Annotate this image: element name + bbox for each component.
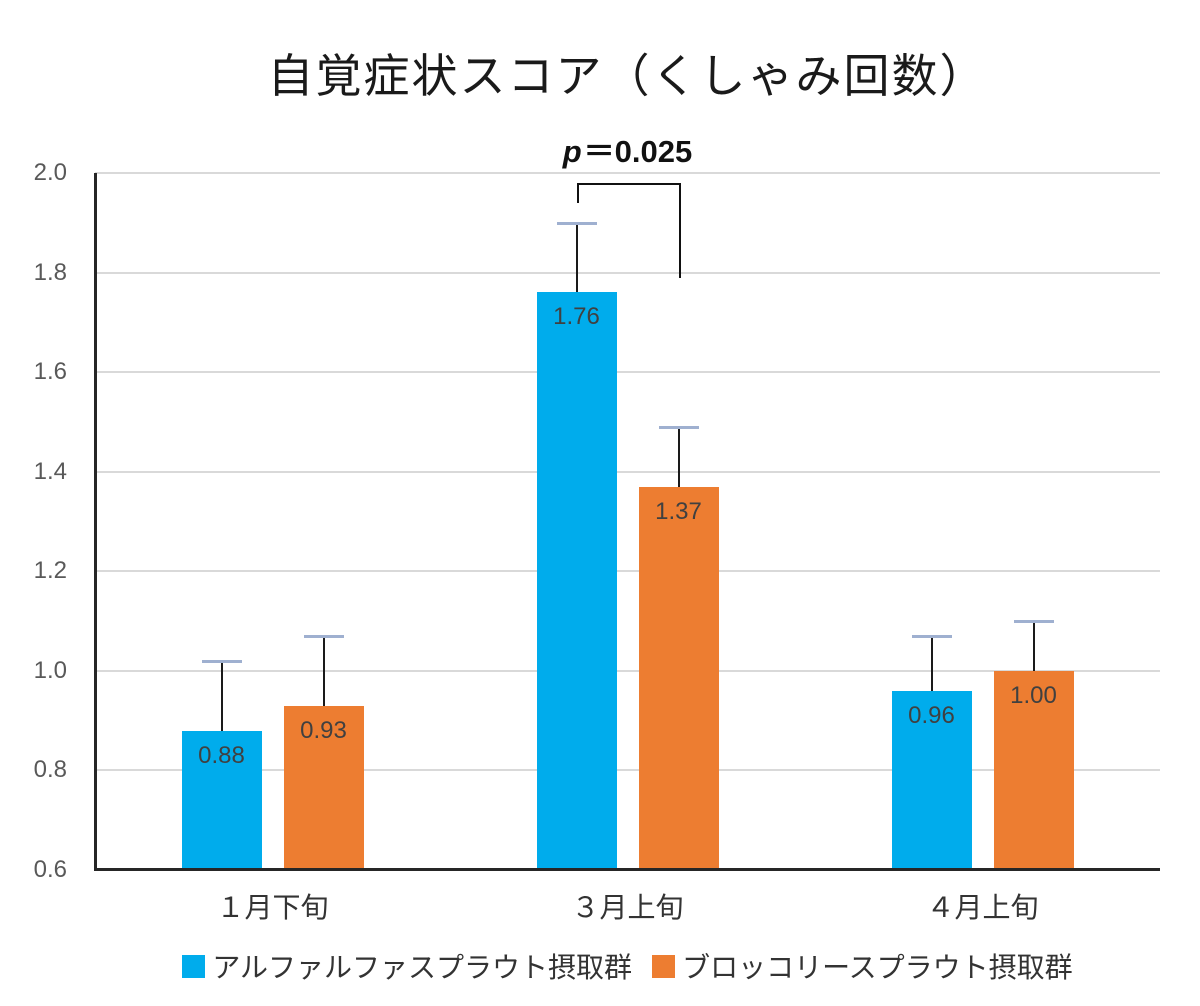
chart-title: 自覚症状スコア（くしゃみ回数） <box>267 50 988 102</box>
p-value-text: ＝0.025 <box>583 134 693 169</box>
y-axis-line <box>94 173 97 870</box>
bar-alfalfa-2 <box>536 292 617 870</box>
x-tick-label: ３月上旬 <box>571 892 684 923</box>
bar-alfalfa-1 <box>181 730 262 870</box>
p-value-annotation: p＝0.025 <box>95 126 1160 171</box>
gridline <box>95 570 1160 573</box>
error-bar-cap <box>201 659 242 663</box>
gridline <box>95 769 1160 772</box>
bar-value-label: 1.00 <box>1010 681 1057 709</box>
error-bar-whisker <box>930 636 933 691</box>
y-tick-label: 1.8 <box>33 258 67 286</box>
legend: アルファルファスプラウト摂取群 ブロッコリースプラウト摂取群 <box>95 946 1160 986</box>
gridline <box>95 172 1160 174</box>
significance-bracket-right-leg <box>678 182 681 278</box>
error-bar-whisker <box>575 222 578 293</box>
bar-value-label: 0.96 <box>908 701 955 729</box>
legend-item-broccoli: ブロッコリースプラウト摂取群 <box>652 946 1073 986</box>
gridline <box>95 669 1160 672</box>
bar-broccoli-2 <box>638 486 719 870</box>
bar-value-label: 1.76 <box>553 303 600 331</box>
bar-value-label: 0.88 <box>198 741 245 769</box>
error-bar-whisker <box>1032 621 1035 671</box>
error-bar-cap <box>1013 620 1054 624</box>
gridline <box>95 271 1160 274</box>
significance-bracket-top <box>576 182 681 185</box>
bar-value-label: 1.37 <box>655 497 702 525</box>
legend-swatch-alfalfa-icon <box>182 954 206 978</box>
legend-label-alfalfa: アルファルファスプラウト摂取群 <box>212 952 633 983</box>
p-symbol: p <box>562 134 582 169</box>
y-tick-label: 1.0 <box>33 656 67 684</box>
gridline <box>95 470 1160 473</box>
y-tick-label: 1.6 <box>33 358 67 386</box>
x-axis-line <box>94 868 1160 871</box>
error-bar-cap <box>911 635 952 638</box>
error-bar-cap <box>303 635 344 638</box>
y-tick-label: 1.4 <box>33 457 67 485</box>
y-tick-label: 0.6 <box>33 856 67 883</box>
error-bar-whisker <box>220 660 223 731</box>
y-tick-label: 2.0 <box>33 159 67 186</box>
bar-broccoli-1 <box>283 705 364 870</box>
error-bar-whisker <box>677 426 680 487</box>
x-tick-label: １月下旬 <box>216 892 329 923</box>
bar-alfalfa-3 <box>891 690 972 870</box>
bar-value-label: 0.93 <box>300 716 347 744</box>
y-tick-label: 0.8 <box>33 756 67 784</box>
y-tick-label: 1.2 <box>33 557 67 585</box>
significance-bracket-left-leg <box>576 182 579 203</box>
legend-swatch-broccoli-icon <box>652 954 676 978</box>
plot-area: 2.0 1.8 1.6 1.4 1.2 1.0 0.8 0.6 0.88 0.93 １月下旬 1.76… <box>34 159 1160 923</box>
error-bar-whisker <box>322 636 325 706</box>
x-tick-label: ４月上旬 <box>926 892 1039 923</box>
error-bar-cap <box>658 425 699 429</box>
gridline <box>95 371 1160 374</box>
legend-label-broccoli: ブロッコリースプラウト摂取群 <box>682 952 1073 983</box>
error-bar-cap <box>556 221 597 225</box>
bar-broccoli-3 <box>993 670 1074 870</box>
legend-item-alfalfa: アルファルファスプラウト摂取群 <box>182 946 632 986</box>
